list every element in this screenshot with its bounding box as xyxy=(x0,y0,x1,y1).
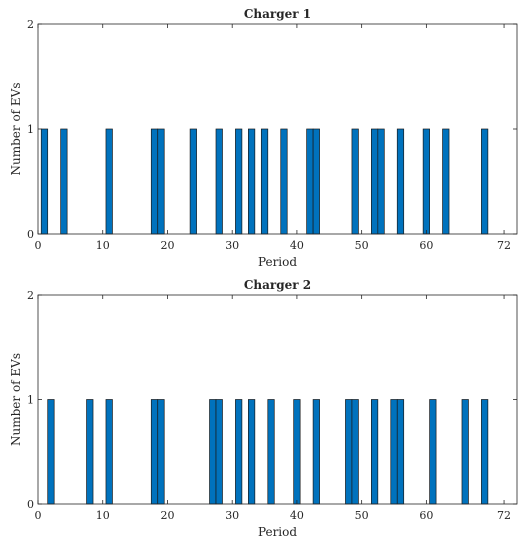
y-tick-label: 1 xyxy=(27,394,34,407)
bar xyxy=(351,399,359,505)
x-tick-label: 20 xyxy=(160,239,174,252)
x-tick-label: 60 xyxy=(419,509,433,522)
bar xyxy=(150,399,159,505)
bar xyxy=(248,399,256,505)
x-tick-label: 10 xyxy=(96,509,110,522)
x-tick-label: 72 xyxy=(497,509,511,522)
bar xyxy=(215,399,223,505)
bar xyxy=(60,128,68,235)
bar xyxy=(157,399,165,505)
bar xyxy=(280,128,288,235)
bar xyxy=(396,128,405,235)
bar xyxy=(105,399,113,505)
y-tick-label: 0 xyxy=(27,498,34,511)
bar xyxy=(293,399,301,505)
bar xyxy=(345,399,353,505)
y-axis-label: Number of EVs xyxy=(9,82,23,175)
x-tick-label: 50 xyxy=(355,509,369,522)
bar xyxy=(429,399,437,505)
x-tick-label: 50 xyxy=(355,239,369,252)
x-tick-label: 40 xyxy=(290,509,304,522)
chart-title: Charger 1 xyxy=(244,7,311,21)
bar xyxy=(481,399,489,505)
bar xyxy=(461,399,469,505)
bar xyxy=(377,128,385,235)
chart-title: Charger 2 xyxy=(244,278,311,292)
y-tick-label: 1 xyxy=(27,123,34,136)
y-tick-label: 2 xyxy=(27,289,34,302)
x-tick-label: 72 xyxy=(497,239,511,252)
bar xyxy=(189,128,197,235)
x-axis-label: Period xyxy=(258,525,297,539)
x-tick-label: 10 xyxy=(96,239,110,252)
bar xyxy=(235,128,243,235)
bar xyxy=(422,128,430,235)
bar xyxy=(390,399,398,505)
y-tick-label: 0 xyxy=(27,228,34,241)
x-tick-label: 30 xyxy=(225,239,239,252)
x-tick-label: 30 xyxy=(225,509,239,522)
bar xyxy=(267,399,275,505)
bar xyxy=(248,128,256,235)
bar xyxy=(105,128,113,235)
bar xyxy=(215,128,223,235)
bar xyxy=(209,399,217,505)
bar xyxy=(40,128,49,235)
x-tick-label: 0 xyxy=(35,239,42,252)
bar xyxy=(481,128,489,235)
x-tick-label: 20 xyxy=(160,509,174,522)
bar xyxy=(235,399,243,505)
x-axis-label: Period xyxy=(258,255,297,269)
bar xyxy=(371,399,379,505)
y-tick-label: 2 xyxy=(27,18,34,31)
bar xyxy=(306,128,314,235)
bar xyxy=(351,128,359,235)
bar xyxy=(312,128,320,235)
x-tick-label: 40 xyxy=(290,239,304,252)
bar xyxy=(150,128,159,235)
bar xyxy=(86,399,94,505)
bar xyxy=(312,399,320,505)
bar xyxy=(396,399,405,505)
bar xyxy=(371,128,379,235)
bar xyxy=(442,128,450,235)
y-axis-label: Number of EVs xyxy=(9,353,23,446)
x-tick-label: 60 xyxy=(419,239,433,252)
bar xyxy=(157,128,165,235)
bar xyxy=(47,399,55,505)
bar xyxy=(260,128,269,235)
x-tick-label: 0 xyxy=(35,509,42,522)
